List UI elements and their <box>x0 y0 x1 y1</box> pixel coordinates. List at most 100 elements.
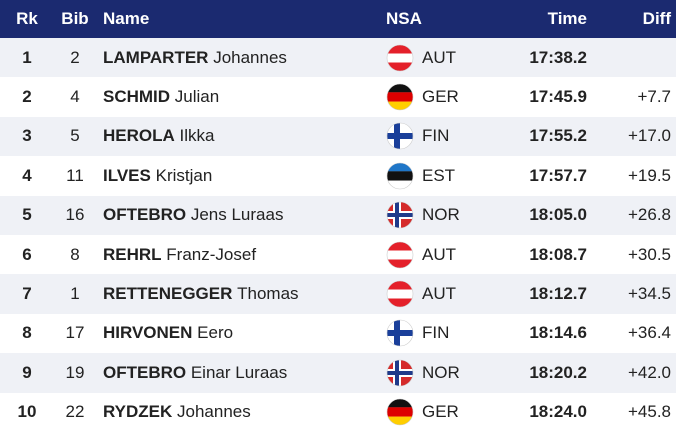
nation: GER <box>422 402 459 422</box>
diff: +17.0 <box>627 126 671 146</box>
bib: 2 <box>70 47 80 67</box>
flag-icon <box>386 201 414 229</box>
header-cell: Bib <box>61 9 89 28</box>
flag-icon <box>386 280 414 308</box>
athlete-name: HEROLA Ilkka <box>103 117 214 156</box>
bib: 16 <box>65 205 85 225</box>
bib: 8 <box>70 244 80 264</box>
nation: EST <box>422 165 456 185</box>
flag-icon <box>386 359 414 387</box>
header-cell: NSA <box>386 9 422 28</box>
flag-icon <box>386 123 414 150</box>
result-row: 7 1 RETTENEGGER Thomas AUT 18:12.7 +34.5 <box>0 274 676 314</box>
nation: AUT <box>422 47 456 67</box>
bib: 17 <box>65 323 85 343</box>
result-row: 3 5 HEROLA Ilkka FIN 17:55.2 +17.0 <box>0 116 676 157</box>
result-row: 5 16 OFTEBRO Jens Luraas NOR 18:05.0 +26.8 <box>0 195 676 235</box>
time: 18:12.7 <box>529 284 587 304</box>
nation: NOR <box>422 362 460 382</box>
rank: 6 <box>22 244 32 264</box>
rank: 10 <box>17 402 37 422</box>
diff: +34.5 <box>627 284 671 304</box>
flag-icon <box>386 241 414 268</box>
flag-cell <box>386 77 414 116</box>
diff: +42.0 <box>627 362 671 382</box>
rank: 8 <box>22 323 32 343</box>
rank: 5 <box>22 205 32 225</box>
header-cell: Time <box>547 9 587 28</box>
nation: FIN <box>422 126 450 146</box>
surname: HEROLA <box>103 126 175 146</box>
nation: GER <box>422 87 459 107</box>
surname: HIRVONEN <box>103 323 193 343</box>
header-cell: Rk <box>16 9 38 28</box>
time: 17:57.7 <box>529 165 587 185</box>
flag-cell <box>386 393 414 432</box>
result-row: 4 11 ILVES Kristjan EST 17:57.7 +19.5 <box>0 156 676 195</box>
time: 18:08.7 <box>529 244 587 264</box>
surname: SCHMID <box>103 87 171 107</box>
given-name: Kristjan <box>155 165 213 185</box>
rank: 3 <box>22 126 32 146</box>
athlete-name: REHRL Franz-Josef <box>103 235 256 274</box>
athlete-name: RYDZEK Johannes <box>103 393 251 432</box>
flag-cell <box>386 38 414 77</box>
flag-icon <box>386 83 414 111</box>
rank: 1 <box>22 47 32 67</box>
given-name: Eero <box>197 323 234 343</box>
given-name: Jens Luraas <box>190 205 284 225</box>
flag-cell <box>386 353 414 392</box>
given-name: Einar Luraas <box>190 362 288 382</box>
flag-cell <box>386 196 414 235</box>
flag-cell <box>386 274 414 313</box>
diff: +7.7 <box>637 87 671 107</box>
diff: +36.4 <box>627 323 671 343</box>
diff: +19.5 <box>627 165 671 185</box>
athlete-name: LAMPARTER Johannes <box>103 38 287 77</box>
header-row: Rk Bib Name NSA Time Diff <box>0 0 676 38</box>
header-cell: Name <box>103 9 150 28</box>
time: 18:14.6 <box>529 323 587 343</box>
given-name: Ilkka <box>179 126 215 146</box>
nation: NOR <box>422 205 460 225</box>
result-row: 8 17 HIRVONEN Eero FIN 18:14.6 +36.4 <box>0 314 676 353</box>
surname: RYDZEK <box>103 402 173 422</box>
athlete-name: OFTEBRO Einar Luraas <box>103 353 287 392</box>
flag-icon <box>386 162 414 190</box>
athlete-name: OFTEBRO Jens Luraas <box>103 196 283 235</box>
bib: 11 <box>66 165 84 185</box>
result-row: 10 22 RYDZEK Johannes GER 18:24.0 +45.8 <box>0 393 676 432</box>
athlete-name: ILVES Kristjan <box>103 156 212 195</box>
given-name: Julian <box>174 87 220 107</box>
flag-cell <box>386 117 414 156</box>
diff: +45.8 <box>627 402 671 422</box>
rank: 9 <box>22 362 32 382</box>
bib: 22 <box>65 402 85 422</box>
nation: FIN <box>422 323 450 343</box>
result-row: 2 4 SCHMID Julian GER 17:45.9 +7.7 <box>0 77 676 116</box>
given-name: Franz-Josef <box>166 244 257 264</box>
nation: AUT <box>422 244 456 264</box>
athlete-name: RETTENEGGER Thomas <box>103 274 299 313</box>
header-cell: Diff <box>642 9 671 28</box>
time: 17:55.2 <box>529 126 587 146</box>
surname: REHRL <box>103 244 162 264</box>
rank: 4 <box>22 165 32 185</box>
surname: RETTENEGGER <box>103 284 233 304</box>
result-row: 9 19 OFTEBRO Einar Luraas NOR 18:20.2 +42.0 <box>0 353 676 393</box>
result-row: 1 2 LAMPARTER Johannes AUT 17:38.2 <box>0 38 676 78</box>
surname: LAMPARTER <box>103 47 209 67</box>
time: 18:24.0 <box>529 402 587 422</box>
nation: AUT <box>422 284 456 304</box>
given-name: Thomas <box>237 284 299 304</box>
time: 18:05.0 <box>529 205 587 225</box>
time: 17:38.2 <box>529 47 587 67</box>
surname: OFTEBRO <box>103 205 187 225</box>
surname: ILVES <box>103 165 151 185</box>
result-row: 6 8 REHRL Franz-Josef AUT 18:08.7 +30.5 <box>0 235 676 274</box>
diff: +30.5 <box>627 244 671 264</box>
time: 17:45.9 <box>529 87 587 107</box>
flag-cell <box>386 156 414 195</box>
given-name: Johannes <box>213 47 287 67</box>
